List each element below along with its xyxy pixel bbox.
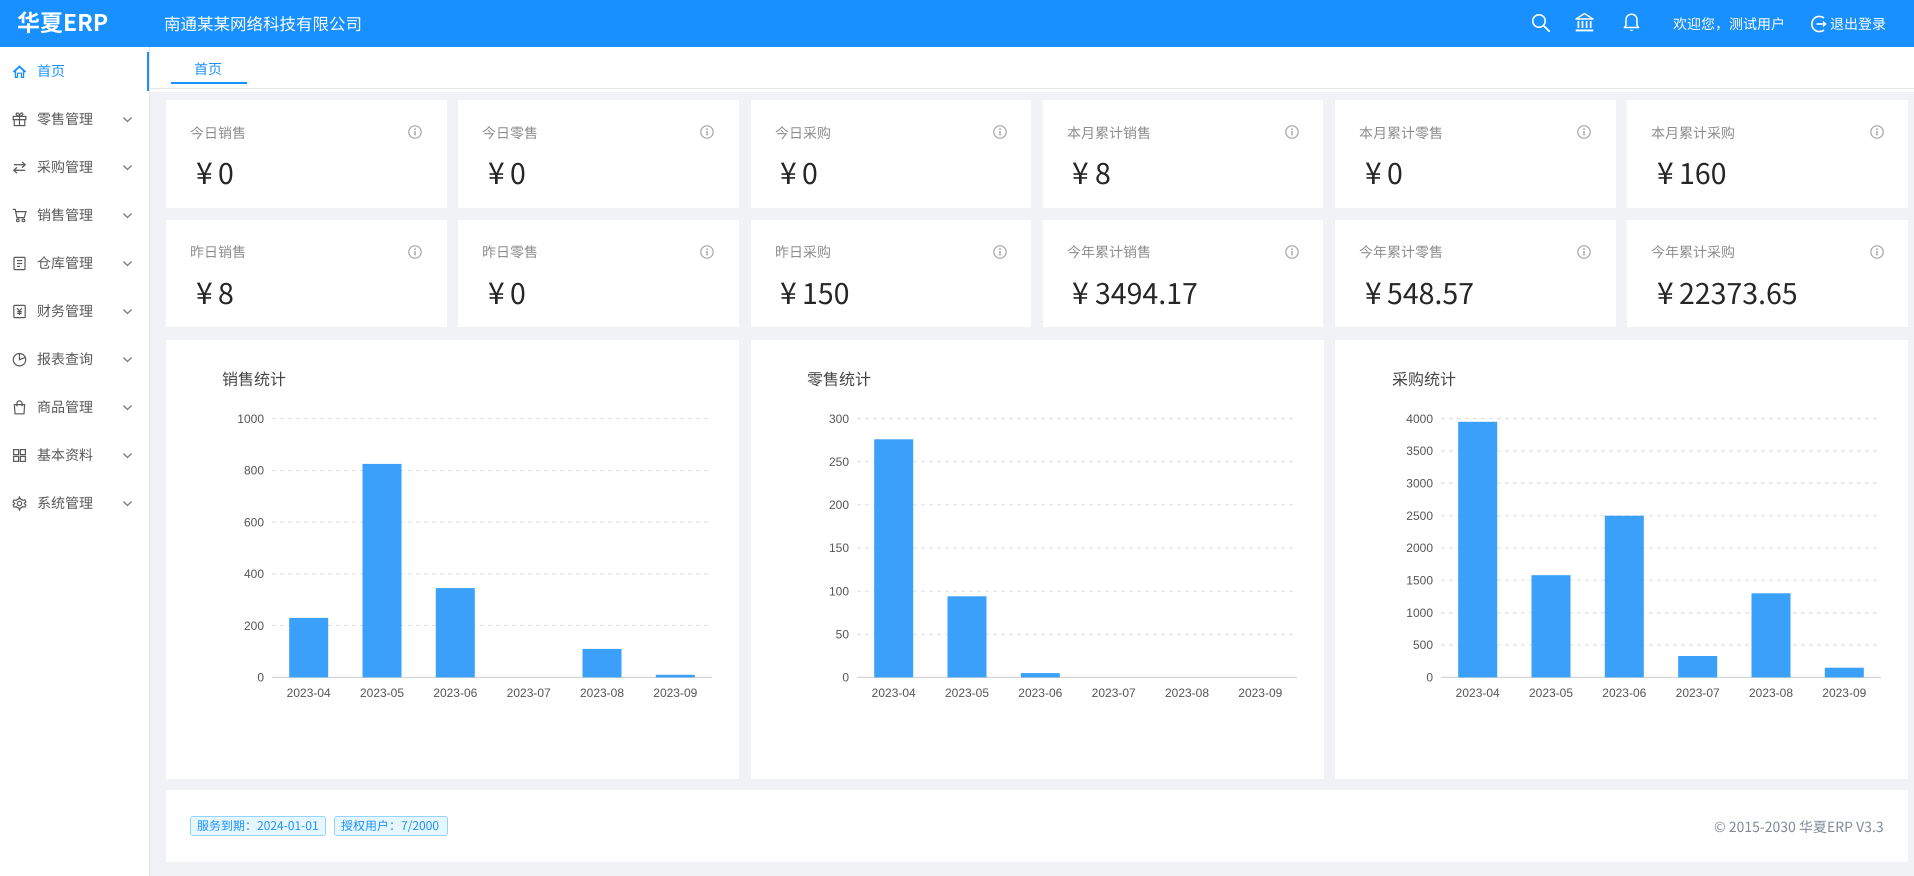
svg-text:2500: 2500 — [1407, 508, 1434, 522]
svg-text:0: 0 — [842, 670, 849, 684]
svg-text:2023-09: 2023-09 — [1823, 686, 1867, 700]
svg-text:200: 200 — [244, 618, 264, 632]
svg-text:100: 100 — [829, 584, 849, 598]
svg-text:2023-04: 2023-04 — [871, 686, 915, 700]
svg-text:2023-06: 2023-06 — [1603, 686, 1647, 700]
svg-text:0: 0 — [1427, 670, 1434, 684]
svg-text:2023-06: 2023-06 — [1018, 686, 1062, 700]
svg-text:2023-08: 2023-08 — [580, 686, 624, 700]
svg-text:600: 600 — [244, 515, 264, 529]
svg-text:2023-06: 2023-06 — [433, 686, 477, 700]
svg-text:400: 400 — [244, 567, 264, 581]
svg-text:2023-08: 2023-08 — [1165, 686, 1209, 700]
svg-text:2023-09: 2023-09 — [653, 686, 697, 700]
svg-text:2023-07: 2023-07 — [507, 686, 551, 700]
svg-text:250: 250 — [829, 454, 849, 468]
svg-text:1000: 1000 — [237, 411, 264, 425]
svg-text:50: 50 — [835, 627, 849, 641]
svg-text:150: 150 — [829, 541, 849, 555]
svg-text:300: 300 — [829, 411, 849, 425]
svg-text:2023-04: 2023-04 — [1456, 686, 1500, 700]
svg-text:4000: 4000 — [1407, 411, 1434, 425]
svg-text:2023-08: 2023-08 — [1749, 686, 1793, 700]
svg-text:1500: 1500 — [1407, 573, 1434, 587]
svg-text:2023-05: 2023-05 — [945, 686, 989, 700]
svg-text:3000: 3000 — [1407, 476, 1434, 490]
svg-text:2023-07: 2023-07 — [1091, 686, 1135, 700]
svg-text:200: 200 — [829, 498, 849, 512]
svg-text:2023-07: 2023-07 — [1676, 686, 1720, 700]
svg-text:2023-04: 2023-04 — [287, 686, 331, 700]
svg-text:2023-05: 2023-05 — [360, 686, 404, 700]
svg-text:800: 800 — [244, 463, 264, 477]
svg-text:1000: 1000 — [1407, 605, 1434, 619]
svg-text:2023-09: 2023-09 — [1238, 686, 1282, 700]
svg-text:2023-05: 2023-05 — [1529, 686, 1573, 700]
svg-text:500: 500 — [1413, 638, 1433, 652]
svg-text:2000: 2000 — [1407, 541, 1434, 555]
svg-text:3500: 3500 — [1407, 444, 1434, 458]
svg-text:0: 0 — [257, 670, 264, 684]
